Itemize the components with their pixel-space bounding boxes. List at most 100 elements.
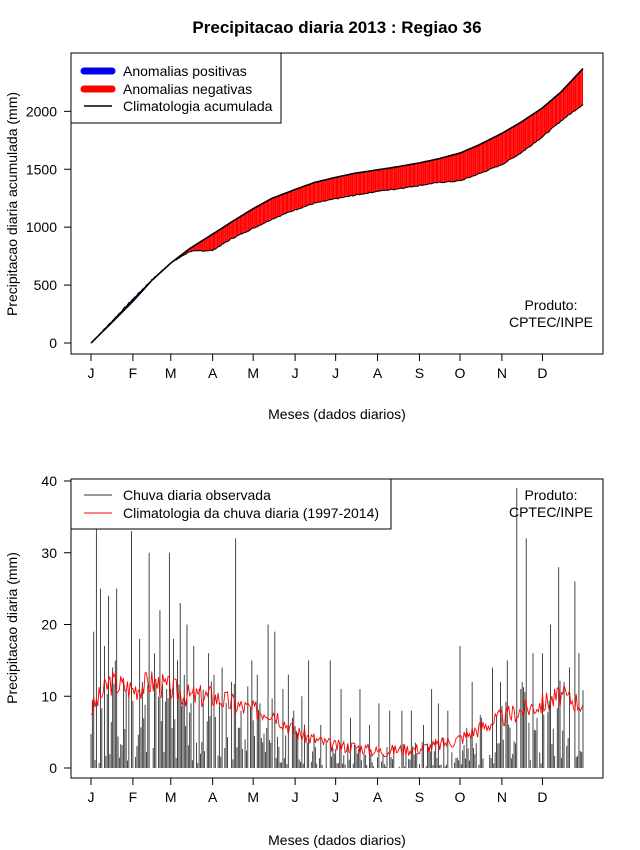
negative-anomaly-segment <box>465 150 467 179</box>
negative-anomaly-segment <box>415 163 417 187</box>
negative-anomaly-segment <box>278 195 281 217</box>
bottom-y-label: Precipitacao diaria (mm) <box>4 552 20 704</box>
negative-anomaly-segment <box>372 170 374 193</box>
negative-anomaly-segment <box>369 170 371 193</box>
negative-anomaly-segment <box>286 192 289 213</box>
negative-anomaly-segment <box>424 161 427 185</box>
negative-anomaly-segment <box>577 72 579 109</box>
bottom-y-axis: 0 10 20 30 40 <box>41 473 72 776</box>
negative-anomaly-segment <box>489 138 492 170</box>
bottom-legend-box <box>70 478 392 530</box>
negative-anomaly-segment <box>427 160 429 185</box>
negative-anomaly-segment <box>531 114 533 146</box>
negative-anomaly-segment <box>524 118 527 151</box>
negative-anomaly-segment <box>272 197 274 219</box>
negative-anomaly-segment <box>453 154 455 182</box>
negative-anomaly-segment <box>307 184 309 206</box>
negative-anomaly-segment <box>547 102 550 133</box>
negative-anomaly-segment <box>299 187 301 209</box>
top-y-label: Precipitacao diaria acumulada (mm) <box>4 92 20 316</box>
negative-anomaly-segment <box>377 169 379 192</box>
legend-label-observed: Chuva diaria observada <box>123 487 271 503</box>
negative-anomaly-segment <box>226 224 228 242</box>
negative-anomaly-segment <box>399 166 401 189</box>
negative-anomaly-segment <box>454 154 456 182</box>
negative-anomaly-segment <box>435 159 438 183</box>
negative-anomaly-segment <box>474 146 477 176</box>
negative-anomaly-segment <box>253 207 255 229</box>
bottom-month-label: D <box>537 789 547 805</box>
negative-anomaly-segment <box>393 167 396 190</box>
negative-anomaly-segment <box>551 98 554 129</box>
negative-anomaly-segment <box>568 82 570 116</box>
negative-anomaly-segment <box>574 75 577 112</box>
negative-anomaly-segment <box>373 170 375 193</box>
negative-anomaly-segment <box>566 84 569 117</box>
negative-anomaly-segment <box>404 165 406 189</box>
negative-anomaly-segment <box>332 177 335 199</box>
bottom-credit-line2: CPTEC/INPE <box>509 504 593 520</box>
negative-anomaly-segment <box>534 112 536 143</box>
top-legend: Anomalias positivas Anomalias negativas … <box>70 52 282 124</box>
bottom-y-tick-label: 40 <box>41 473 57 489</box>
negative-anomaly-segment <box>458 153 460 181</box>
negative-anomaly-segment <box>382 168 385 191</box>
negative-anomaly-segment <box>510 127 512 160</box>
negative-anomaly-segment <box>484 141 486 172</box>
negative-anomaly-segment <box>569 81 571 115</box>
negative-anomaly-segment <box>341 175 343 198</box>
negative-anomaly-segment <box>542 106 544 137</box>
negative-anomaly-segment <box>257 205 259 227</box>
negative-anomaly-segment <box>464 150 466 180</box>
negative-anomaly-segment <box>338 176 340 199</box>
negative-anomaly-segment <box>285 192 287 214</box>
negative-anomaly-segment <box>561 90 563 121</box>
negative-anomaly-segment <box>339 176 342 198</box>
top-x-label: Meses (dados diarios) <box>268 406 406 422</box>
negative-anomaly-segment <box>527 116 529 148</box>
daily-bars <box>90 488 584 768</box>
negative-anomaly-segment <box>300 187 302 209</box>
negative-anomaly-segment <box>199 241 201 251</box>
negative-anomaly-segment <box>297 188 300 210</box>
negative-anomaly-segment <box>238 216 240 236</box>
negative-anomaly-segment <box>368 171 370 194</box>
negative-anomaly-segment <box>215 231 217 250</box>
negative-anomaly-segment <box>418 162 420 187</box>
bottom-month-label: O <box>455 789 466 805</box>
negative-anomaly-segment <box>422 162 424 186</box>
negative-anomaly-segment <box>384 168 386 191</box>
bottom-x-label: Meses (dados diarios) <box>268 832 406 848</box>
negative-anomaly-segment <box>407 164 409 188</box>
negative-anomaly-segment <box>208 235 210 251</box>
negative-anomaly-segment <box>376 169 378 192</box>
negative-anomaly-segment <box>309 183 312 205</box>
negative-anomaly-segment <box>401 165 404 189</box>
negative-anomaly-segment <box>259 204 262 226</box>
legend-label-climatology: Climatologia acumulada <box>123 98 273 114</box>
negative-anomaly-segment <box>518 123 520 155</box>
negative-anomaly-segment <box>466 149 469 178</box>
negative-anomaly-segment <box>269 198 271 221</box>
top-month-label: M <box>165 365 177 381</box>
negative-anomaly-segment <box>541 107 543 139</box>
negative-anomaly-segment <box>314 182 316 203</box>
negative-anomaly-segment <box>343 175 346 198</box>
negative-anomaly-segment <box>441 157 443 183</box>
bottom-y-tick-label: 10 <box>41 688 57 704</box>
negative-anomaly-segment <box>438 158 440 183</box>
chart-title: Precipitacao diaria 2013 : Regiao 36 <box>192 18 481 37</box>
negative-anomaly-segment <box>447 155 450 182</box>
negative-anomaly-segment <box>322 180 324 202</box>
negative-anomaly-segment <box>247 211 250 232</box>
negative-anomaly-segment <box>414 163 416 187</box>
negative-anomaly-segment <box>218 229 220 247</box>
negative-anomaly-segment <box>528 116 531 147</box>
negative-anomaly-segment <box>270 198 273 221</box>
negative-anomaly-segment <box>481 142 483 173</box>
negative-anomaly-segment <box>530 115 532 147</box>
negative-anomaly-segment <box>273 197 275 219</box>
legend-label-negative: Anomalias negativas <box>123 81 252 97</box>
bottom-month-label: J <box>88 789 95 805</box>
negative-anomaly-segment <box>555 95 558 126</box>
